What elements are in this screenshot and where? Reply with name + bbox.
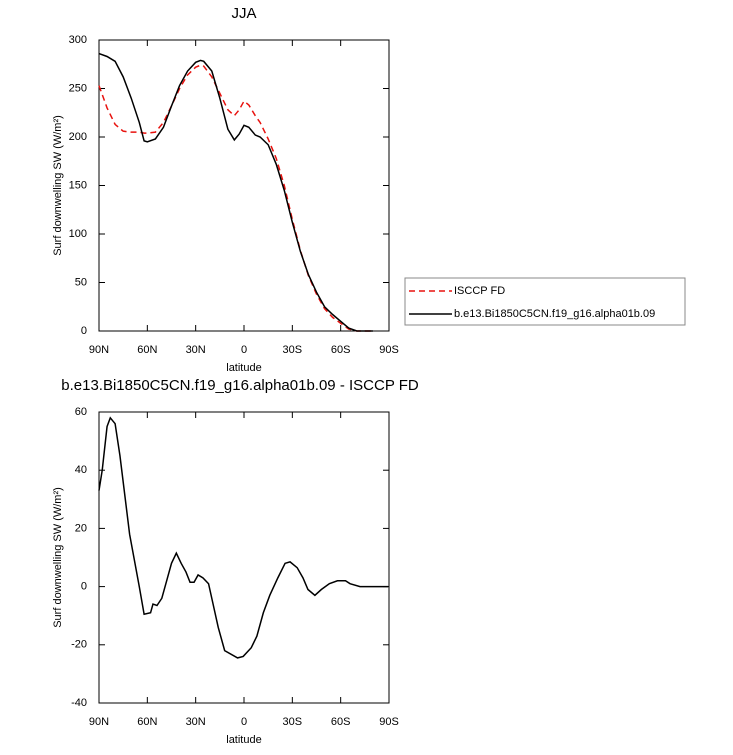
- y-axis-label: Surf downwelling SW (W/m²): [52, 115, 64, 256]
- x-tick-label: 30N: [186, 716, 206, 728]
- y-tick-label: 250: [69, 82, 87, 94]
- plot-frame: [98, 411, 390, 704]
- x-tick-label: 0: [241, 344, 247, 356]
- legend-label: b.e13.Bi1850C5CN.f19_g16.alpha01b.09: [454, 308, 655, 320]
- y-tick-label: 0: [81, 581, 87, 593]
- x-tick-label: 90S: [379, 716, 399, 728]
- legend-box: [404, 277, 686, 326]
- x-tick-label: 60N: [137, 716, 157, 728]
- data-line: [98, 64, 373, 332]
- x-tick-label: 60S: [331, 344, 351, 356]
- y-tick-label: -20: [71, 639, 87, 651]
- x-tick-label: 60N: [137, 344, 157, 356]
- x-axis-label: latitude: [226, 362, 261, 374]
- y-axis-label: Surf downwelling SW (W/m²): [52, 487, 64, 628]
- y-tick-label: 40: [75, 464, 87, 476]
- chart-title: b.e13.Bi1850C5CN.f19_g16.alpha01b.09 - I…: [61, 377, 419, 394]
- y-tick-label: 300: [69, 34, 87, 46]
- data-line: [98, 52, 373, 332]
- chart-title: JJA: [231, 5, 256, 22]
- x-tick-label: 60S: [331, 716, 351, 728]
- y-tick-label: 50: [75, 276, 87, 288]
- y-tick-label: -40: [71, 697, 87, 709]
- y-tick-label: 20: [75, 522, 87, 534]
- legend-label: ISCCP FD: [454, 285, 505, 297]
- plot-frame: [98, 39, 390, 332]
- x-tick-label: 90N: [89, 716, 109, 728]
- data-line: [98, 416, 389, 659]
- y-tick-label: 200: [69, 131, 87, 143]
- x-tick-label: 30S: [283, 716, 303, 728]
- x-tick-label: 30S: [283, 344, 303, 356]
- y-tick-label: 100: [69, 228, 87, 240]
- x-tick-label: 90S: [379, 344, 399, 356]
- x-tick-label: 0: [241, 716, 247, 728]
- x-tick-label: 30N: [186, 344, 206, 356]
- x-axis-label: latitude: [226, 734, 261, 746]
- x-tick-label: 90N: [89, 344, 109, 356]
- y-tick-label: 150: [69, 179, 87, 191]
- y-tick-label: 0: [81, 325, 87, 337]
- y-tick-label: 60: [75, 406, 87, 418]
